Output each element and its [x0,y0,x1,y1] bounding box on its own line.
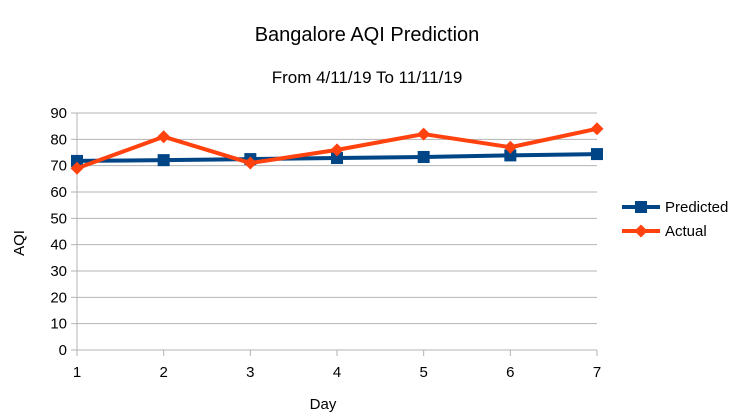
x-tick-label: 4 [333,364,341,381]
legend-marker-actual [634,224,648,238]
actual-point [503,140,517,154]
y-tick-label: 10 [50,316,67,333]
actual-point [243,156,257,170]
actual-point [590,122,604,136]
legend-item-predicted: Predicted [622,199,728,216]
x-tick-label: 1 [73,364,81,381]
y-tick-label: 30 [50,263,67,280]
predicted-point [591,148,603,161]
series-predicted [71,148,603,167]
x-axis-label: Day [310,396,337,413]
legend-label-predicted: Predicted [665,199,728,216]
y-tick-label: 80 [50,131,67,148]
chart-title: Bangalore AQI Prediction [255,24,480,46]
actual-point [417,127,431,141]
predicted-point [157,154,170,167]
predicted-point [331,152,343,165]
y-tick-label: 0 [59,342,67,359]
tick-labels: 0 10 20 30 40 50 60 70 80 90 1 2 3 4 5 6 7 [50,105,601,381]
x-tick-label: 7 [593,364,601,381]
y-tick-label: 20 [50,289,67,306]
legend-item-actual: Actual [622,223,707,240]
legend-marker-predicted [635,201,647,213]
y-tick-label: 90 [50,105,67,122]
legend: Predicted Actual [622,199,728,240]
y-axis-label: AQI [11,230,28,256]
actual-point [157,130,171,144]
data-series [70,122,604,175]
chart-subtitle: From 4/11/19 To 11/11/19 [272,68,463,87]
series-actual [70,122,604,175]
y-tick-label: 60 [50,184,67,201]
x-tick-label: 2 [159,364,167,381]
predicted-point [417,150,430,163]
y-tick-label: 70 [50,158,67,175]
predicted-point [504,149,517,162]
predicted-point [71,154,83,167]
actual-point [70,161,84,175]
x-tick-label: 6 [506,364,514,381]
actual-point [330,143,344,157]
y-tick-label: 40 [50,237,67,254]
legend-label-actual: Actual [665,223,707,240]
y-tick-label: 50 [50,210,67,227]
x-tick-label: 5 [419,364,427,381]
x-tick-label: 3 [246,364,254,381]
gridlines [71,112,598,356]
